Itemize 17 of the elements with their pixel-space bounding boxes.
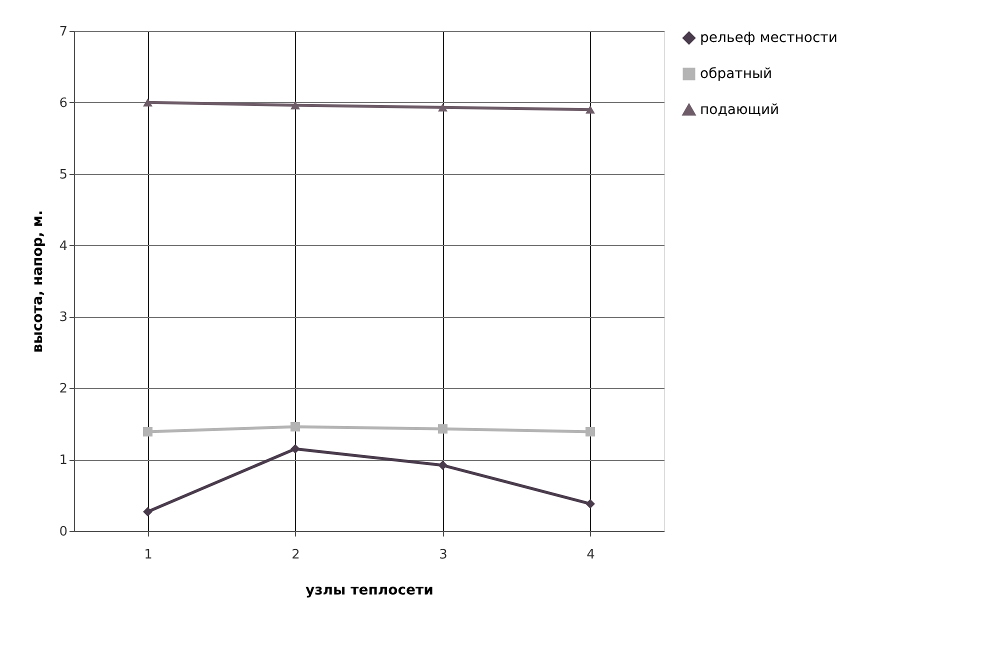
legend-label: подающий [700,102,780,118]
x-axis-title: узлы теплосети [306,582,434,598]
y-tick-label: 2 [59,382,68,397]
legend-label: рельеф местности [700,30,838,46]
y-axis-title: высота, напор, м. [30,210,46,353]
y-tick-label: 3 [59,310,68,326]
x-tick-label: 3 [439,548,448,562]
y-tick-label: 7 [59,24,68,40]
y-tick-label: 1 [59,453,68,468]
y-tick-label: 6 [59,96,68,111]
x-tick-label: 4 [586,548,595,562]
x-tick-label: 1 [144,548,152,562]
x-tick-label: 2 [292,548,300,562]
legend-label: обратный [700,66,772,82]
y-tick-label: 4 [59,238,68,254]
y-tick-label: 0 [59,524,68,540]
y-tick-label: 5 [59,167,68,182]
